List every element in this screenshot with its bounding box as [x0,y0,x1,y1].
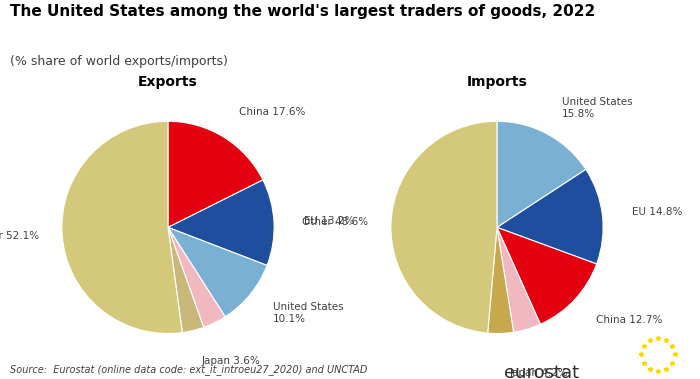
Text: United States
10.1%: United States 10.1% [273,302,344,324]
Text: Japan 3.6%: Japan 3.6% [202,356,260,366]
Wedge shape [168,180,274,265]
Text: China 17.6%: China 17.6% [239,107,306,117]
Text: (% share of world exports/imports): (% share of world exports/imports) [10,55,228,68]
Text: eurostat: eurostat [504,364,579,379]
Wedge shape [168,227,225,327]
Text: The United States among the world's largest traders of goods, 2022: The United States among the world's larg… [10,4,596,19]
Wedge shape [488,227,514,334]
Text: Other 52.1%: Other 52.1% [0,231,38,241]
Wedge shape [497,227,596,324]
Text: Source:  Eurostat (online data code: ext_it_introeu27_2020) and UNCTAD: Source: Eurostat (online data code: ext_… [10,364,368,375]
Title: Imports: Imports [467,75,527,89]
Wedge shape [62,121,182,334]
Text: EU 14.8%: EU 14.8% [632,207,682,217]
Text: EU 13.2%: EU 13.2% [304,216,354,226]
Wedge shape [497,169,603,264]
Text: Other 48.6%: Other 48.6% [302,217,368,227]
Text: United States
15.8%: United States 15.8% [561,97,632,119]
Wedge shape [168,227,204,332]
Text: Japan 4.2%: Japan 4.2% [510,368,568,378]
Wedge shape [497,121,586,227]
Wedge shape [497,227,540,332]
Wedge shape [168,227,267,317]
Wedge shape [391,121,497,333]
Title: Exports: Exports [138,75,198,89]
Text: China 12.7%: China 12.7% [596,315,663,325]
Wedge shape [168,121,263,227]
